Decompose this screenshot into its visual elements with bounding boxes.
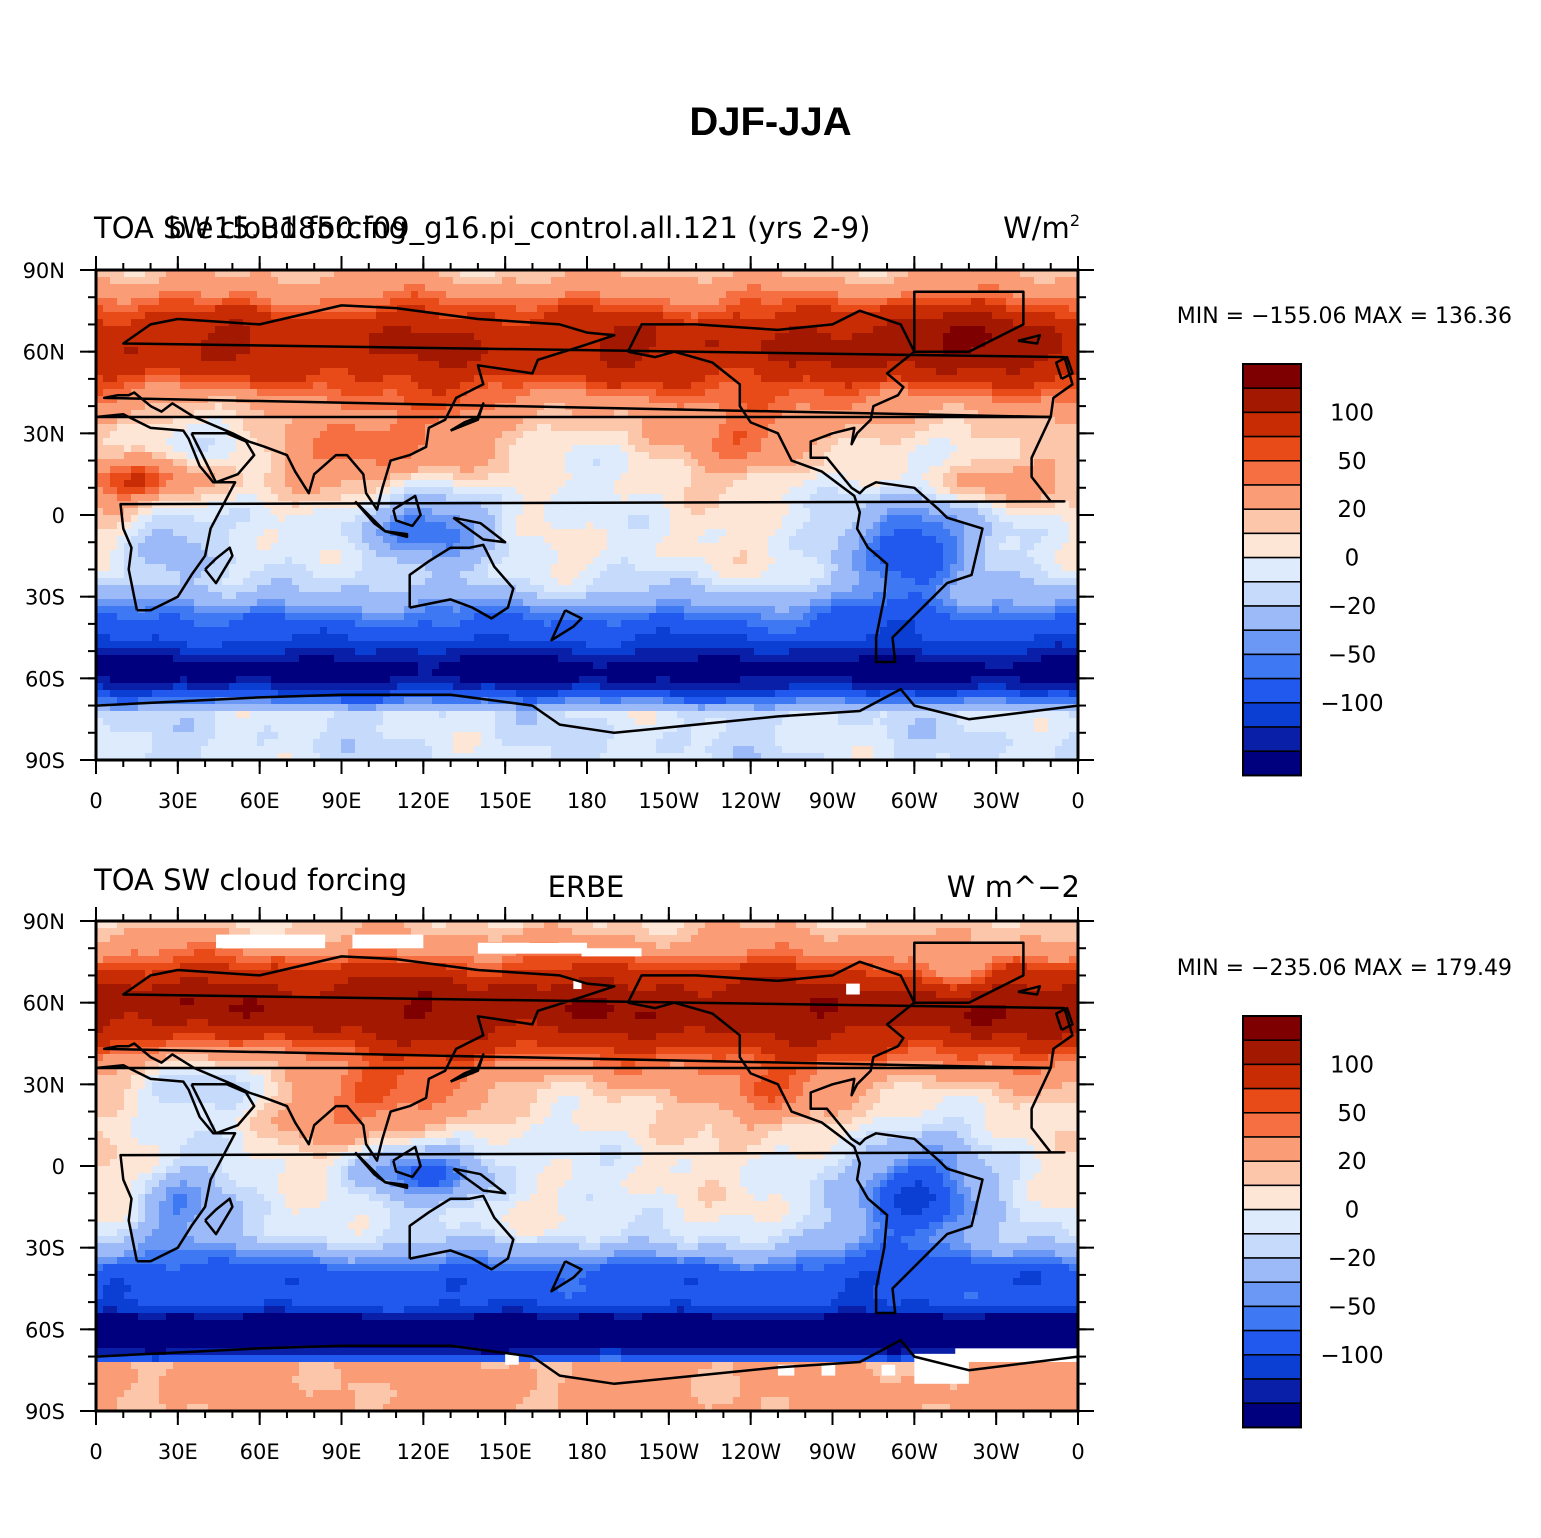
panel-title-center: ERBE xyxy=(548,870,625,904)
panel-title-left: TOA SW cloud forcing xyxy=(93,863,407,897)
color-bar-label: 100 xyxy=(1330,1052,1374,1078)
longitude-label: 30E xyxy=(158,789,198,813)
longitude-label: 90E xyxy=(322,1440,362,1464)
color-bar-swatch xyxy=(1242,1329,1302,1356)
axis-ticks xyxy=(80,256,1094,774)
longitude-label: 150W xyxy=(638,1440,699,1464)
coastlines xyxy=(96,290,1078,735)
longitude-label: 150W xyxy=(638,789,699,813)
color-bar-swatch xyxy=(1242,1112,1302,1138)
longitude-label: 30E xyxy=(158,1440,198,1464)
color-bar-swatch xyxy=(1242,1305,1302,1332)
color-bar-swatch xyxy=(1242,1257,1302,1283)
color-bar-swatch xyxy=(1242,677,1302,704)
longitude-label: 30W xyxy=(972,1440,1020,1464)
color-bar-swatch xyxy=(1242,1087,1302,1114)
color-bar-swatch xyxy=(1242,1039,1302,1066)
color-bar-label: 0 xyxy=(1345,546,1360,572)
color-bar: 100 50 20 0 −20 −50 −100 xyxy=(1242,1015,1384,1429)
latitude-label: 30N xyxy=(23,1073,65,1097)
latitude-label: 0 xyxy=(52,1155,65,1179)
longitude-label: 0 xyxy=(89,789,102,813)
latitude-labels: 90N 60N 30N 0 30S 60S 90S xyxy=(23,259,65,773)
panel-units: W/m2 xyxy=(1003,211,1080,245)
longitude-label: 150E xyxy=(478,1440,531,1464)
color-bar-swatch xyxy=(1242,1136,1302,1162)
latitude-label: 60S xyxy=(25,667,65,691)
latitude-label: 90S xyxy=(25,749,65,773)
longitude-label: 60W xyxy=(891,1440,939,1464)
longitude-label: 60E xyxy=(240,1440,280,1464)
color-bar-swatch xyxy=(1242,750,1302,777)
latitude-label: 90N xyxy=(23,910,65,934)
color-bar-swatch xyxy=(1242,1281,1302,1308)
latitude-labels: 90N 60N 30N 0 30S 60S 90S xyxy=(23,910,65,1424)
longitude-label: 60W xyxy=(891,789,939,813)
longitude-label: 120W xyxy=(720,1440,781,1464)
longitude-label: 90E xyxy=(322,789,362,813)
longitude-label: 0 xyxy=(1071,789,1084,813)
longitude-label: 120E xyxy=(397,1440,450,1464)
color-bar-label: 50 xyxy=(1337,449,1366,475)
longitude-label: 0 xyxy=(1071,1440,1084,1464)
color-bar-swatch xyxy=(1242,1208,1302,1235)
longitude-label: 180 xyxy=(567,1440,607,1464)
color-bar-swatch xyxy=(1242,1015,1302,1041)
longitude-labels: 0 30E 60E 90E 120E 150E 180 150W 120W 90W 60W 30W 0 xyxy=(89,1440,1084,1464)
panel-stats: MIN = −155.06 MAX = 136.36 xyxy=(1177,304,1512,329)
color-bar-label: −50 xyxy=(1328,642,1377,668)
color-bar-label: 50 xyxy=(1337,1101,1366,1127)
latitude-label: 90S xyxy=(25,1400,65,1424)
color-bar-label: −100 xyxy=(1320,691,1383,717)
longitude-label: 180 xyxy=(567,789,607,813)
model-field xyxy=(96,270,1078,760)
color-bar-label: −20 xyxy=(1328,594,1377,620)
color-bar-swatch xyxy=(1242,1402,1302,1429)
color-bar-swatch xyxy=(1242,1160,1302,1187)
longitude-label: 0 xyxy=(89,1440,102,1464)
coastlines xyxy=(96,941,1078,1386)
axis-ticks xyxy=(80,907,1094,1425)
longitude-label: 120E xyxy=(397,789,450,813)
latitude-label: 30S xyxy=(25,1237,65,1261)
latitude-label: 60N xyxy=(23,341,65,365)
color-bar-label: 0 xyxy=(1345,1198,1360,1224)
color-bar-label: −50 xyxy=(1328,1294,1377,1320)
latitude-label: 60N xyxy=(23,992,65,1016)
color-bar-swatch xyxy=(1242,1063,1302,1090)
panel-title-case: b.e15.B1850.f09_g16.pi_control.all.121 (… xyxy=(168,211,870,245)
longitude-label: 90W xyxy=(809,1440,857,1464)
longitude-label: 30W xyxy=(972,789,1020,813)
longitude-label: 60E xyxy=(240,789,280,813)
color-bar-label: −20 xyxy=(1328,1246,1377,1272)
latitude-label: 0 xyxy=(52,504,65,528)
color-bar-label: 20 xyxy=(1337,1149,1366,1175)
longitude-label: 120W xyxy=(720,789,781,813)
color-bar-label: −100 xyxy=(1320,1343,1383,1369)
color-bar-swatch xyxy=(1242,1184,1302,1211)
color-bar-label: 20 xyxy=(1337,497,1366,523)
color-bar-swatch xyxy=(1242,1354,1302,1380)
latitude-label: 90N xyxy=(23,259,65,283)
color-bar-swatch xyxy=(1242,1378,1302,1404)
page-title: DJF-JJA xyxy=(0,100,1541,145)
panel-title-left: TOA SW cloud forcing xyxy=(93,211,407,245)
color-bar-label: 100 xyxy=(1330,400,1374,426)
latitude-label: 30S xyxy=(25,586,65,610)
panel-units: W m^−2 xyxy=(947,870,1080,904)
latitude-label: 30N xyxy=(23,422,65,446)
color-bar-swatch xyxy=(1242,1233,1302,1259)
longitude-label: 150E xyxy=(478,789,531,813)
longitude-labels: 0 30E 60E 90E 120E 150E 180 150W 120W 90W 60W 30W 0 xyxy=(89,789,1084,813)
panel-stats: MIN = −235.06 MAX = 179.49 xyxy=(1177,956,1512,981)
color-bar: 100 50 20 0 −20 −50 −100 xyxy=(1242,363,1384,777)
latitude-label: 60S xyxy=(25,1318,65,1342)
longitude-label: 90W xyxy=(809,789,857,813)
